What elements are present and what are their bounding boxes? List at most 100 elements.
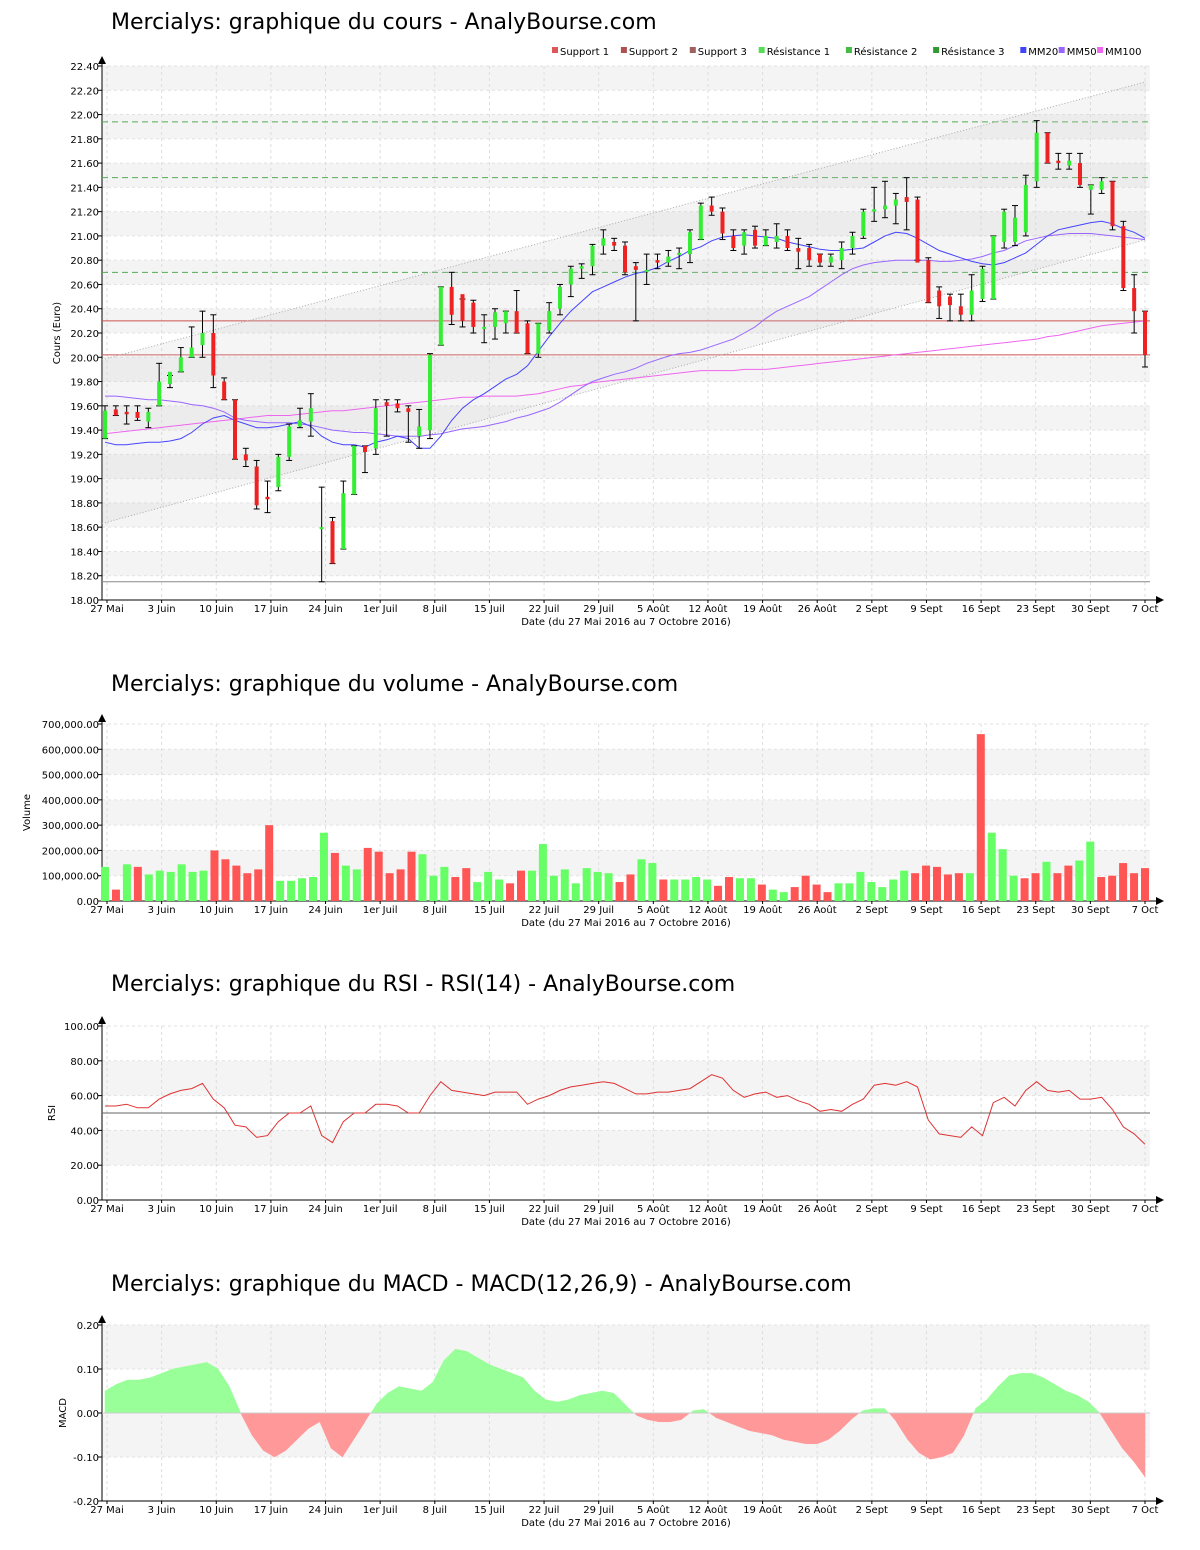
y-tick-label: 0.20 [77,1321,99,1332]
volume-bar [495,879,504,901]
candle-up [547,311,552,331]
volume-bar [199,870,208,901]
x-tick-label: 16 Sept [962,1204,1001,1215]
y-tick-label: 18.00 [70,596,99,607]
candle-down [233,399,237,460]
grid-band [102,551,1150,576]
x-tick-label: 2 Sept [856,1204,888,1215]
x-tick-label: 30 Sept [1071,905,1110,916]
macd-positive-area [986,1385,999,1414]
macd-positive-area [195,1362,207,1414]
macd-positive-area [104,1383,117,1414]
y-axis-title: Volume [22,794,33,831]
volume-bar [670,879,679,901]
macd-positive-area [149,1373,162,1414]
y-tick-label: 40.00 [70,1126,99,1137]
candle-down [330,521,335,564]
x-tick-label: 19 Août [743,1504,782,1516]
volume-bar [418,854,427,901]
x-tick-label: 26 Août [798,1203,837,1215]
legend-swatch [620,47,627,53]
macd-positive-area [862,1408,874,1414]
x-tick-label: 19 Août [743,904,782,916]
candle-down [265,496,270,500]
volume-bar [1031,873,1040,901]
macd-positive-area [370,1404,377,1413]
legend-label: Support 2 [629,47,678,58]
volume-bar [374,851,383,901]
volume-bar [1064,865,1073,901]
macd-negative-area [771,1412,784,1440]
y-tick-label: 19.00 [70,475,99,486]
macd-negative-area [794,1412,807,1445]
y-tick-label: 22.40 [70,62,99,73]
volume-bar [560,869,569,901]
x-tick-label: 5 Août [637,603,670,615]
volume-chart-block: Mercialys: graphique du volume - AnalyBo… [0,660,1200,940]
x-tick-label: 2 Sept [856,604,888,615]
rsi-chart-block: Mercialys: graphique du RSI - RSI(14) - … [0,960,1200,1240]
volume-bar [911,873,920,901]
candle-up [276,456,281,488]
macd-positive-area [590,1390,603,1414]
volume-bar [692,876,701,901]
legend-swatch [845,47,852,53]
candle-up [872,209,877,212]
y-axis-title: Cours (Euro) [52,302,63,365]
macd-positive-area [500,1368,513,1414]
volume-bar [298,878,307,901]
macd-positive-area [183,1364,196,1414]
x-tick-label: 5 Août [637,1504,670,1516]
candle-down [460,294,465,321]
legend-label: Résistance 2 [854,46,917,58]
volume-bar [878,887,887,901]
rsi-line [105,1074,1146,1145]
candle-up [590,245,595,267]
candle-up [839,248,844,261]
volume-bar [144,874,153,901]
candle-up [742,232,747,246]
candle-down [1110,181,1115,227]
x-axis-arrow-icon [1156,1497,1164,1505]
macd-negative-area [964,1413,974,1435]
macd-positive-area [1020,1373,1033,1414]
y-tick-label: 21.40 [70,183,99,194]
volume-bar [243,873,252,901]
grid-band [102,1130,1150,1166]
x-tick-label: 26 Août [798,603,837,615]
macd-negative-area [1133,1412,1146,1478]
y-axis-arrow-icon [98,1315,106,1323]
macd-positive-area [127,1379,140,1414]
candle-up [579,266,584,269]
candle-down [525,323,530,354]
y-axis-arrow-icon [98,714,106,722]
y-tick-label: 700,000.00 [42,720,99,731]
volume-bar [1097,876,1106,901]
volume-bar [1086,841,1095,901]
candle-down [124,411,129,415]
x-tick-label: 29 Juil [583,905,614,916]
volume-bar [1130,873,1139,901]
volume-chart-title: Mercialys: graphique du volume - AnalyBo… [111,672,679,697]
y-axis-title: RSI [47,1105,58,1121]
volume-bar [319,832,328,901]
y-tick-label: 18.20 [70,572,99,583]
y-tick-label: 100.00 [64,1022,99,1033]
y-tick-label: -0.10 [73,1453,99,1464]
y-tick-label: 0.00 [77,1196,99,1207]
volume-bar [221,859,230,901]
x-tick-label: 12 Août [688,1203,727,1215]
macd-positive-area [229,1386,242,1414]
grid-band [102,799,1150,826]
macd-positive-area [1031,1373,1044,1414]
legend-swatch [1097,47,1104,53]
x-tick-label: 19 Août [743,1203,782,1215]
volume-bar [177,864,186,901]
y-tick-label: 19.60 [70,402,99,413]
candle-down [926,260,931,303]
macd-positive-area [545,1399,558,1414]
macd-positive-area [1054,1383,1067,1414]
volume-bar [133,866,142,901]
y-axis-arrow-icon [98,56,106,64]
x-tick-label: 2 Sept [856,1505,888,1516]
